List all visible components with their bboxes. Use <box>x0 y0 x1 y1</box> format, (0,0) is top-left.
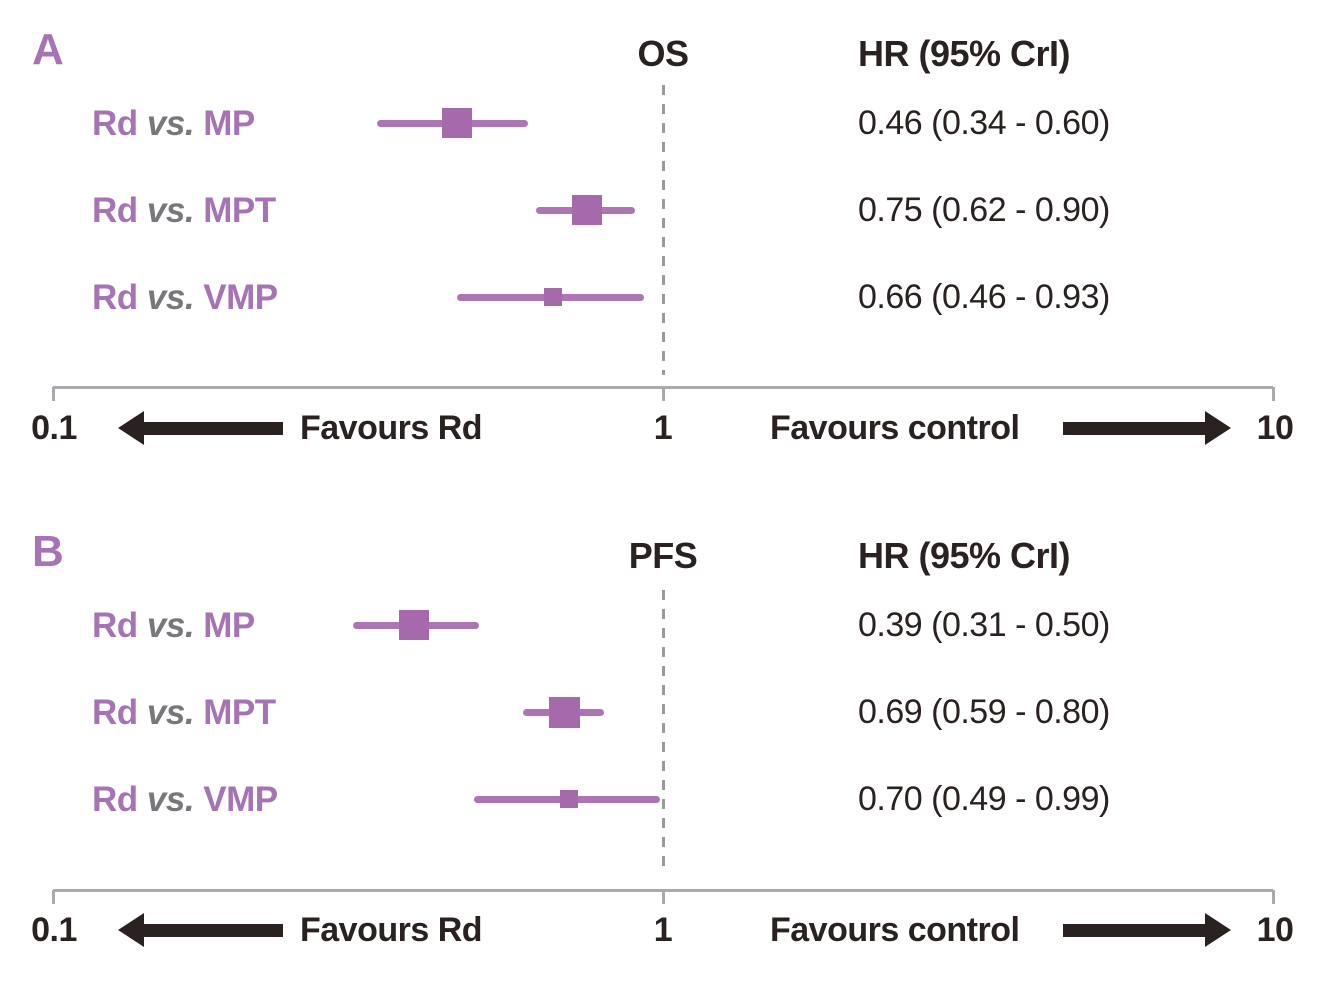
favours-rd-arrow-shaft <box>140 923 283 937</box>
row-label-vs: vs. <box>146 191 195 230</box>
x-axis-tick <box>1271 890 1275 904</box>
favours-control-arrow-head <box>1205 411 1231 445</box>
favours-rd-arrow-shaft <box>140 421 283 435</box>
row-label-comparator: MPT <box>194 693 276 732</box>
row-label-vs: vs. <box>146 780 195 819</box>
x-axis-tick <box>661 387 665 401</box>
hr-column-header: HR (95% CrI) <box>858 535 1071 576</box>
x-axis-tick-label: 0.1 <box>31 409 77 447</box>
reference-line <box>661 590 665 875</box>
favours-control-arrow-shaft <box>1063 923 1209 937</box>
x-axis-tick-label: 10 <box>1256 911 1294 949</box>
reference-line <box>661 85 665 375</box>
row-label-arm: Rd <box>92 780 147 819</box>
hr-value: 0.46 (0.34 - 0.60) <box>858 104 1110 142</box>
hr-point-marker <box>398 610 429 640</box>
row-label-arm: Rd <box>92 693 147 732</box>
hr-value: 0.75 (0.62 - 0.90) <box>858 191 1110 229</box>
row-label-comparator: MPT <box>194 191 276 230</box>
x-axis-tick-label: 1 <box>653 911 673 949</box>
x-axis-tick-label: 10 <box>1256 409 1294 447</box>
panel-letter-b: B <box>32 527 64 576</box>
panel-letter-a: A <box>32 25 64 74</box>
row-label-comparator: VMP <box>194 780 278 819</box>
row-label-comparator: MP <box>194 104 255 143</box>
row-label-vs: vs. <box>146 278 195 317</box>
row-label-arm: Rd <box>92 191 147 230</box>
x-axis-tick <box>661 890 665 904</box>
row-label-rd-vs-vmp: Rd vs. VMP <box>92 280 278 315</box>
endpoint-header-os: OS <box>637 33 689 74</box>
favours-control-label: Favours control <box>770 409 1020 447</box>
hr-column-header: HR (95% CrI) <box>858 33 1071 74</box>
x-axis-tick-label: 1 <box>653 409 673 447</box>
row-label-rd-vs-mpt: Rd vs. MPT <box>92 695 276 730</box>
row-label-arm: Rd <box>92 104 147 143</box>
hr-point-marker <box>543 288 562 306</box>
x-axis-tick <box>1271 387 1275 401</box>
hr-value: 0.39 (0.31 - 0.50) <box>858 606 1110 644</box>
row-label-rd-vs-vmp: Rd vs. VMP <box>92 782 278 817</box>
favours-rd-label: Favours Rd <box>300 409 483 447</box>
hr-value: 0.69 (0.59 - 0.80) <box>858 693 1110 731</box>
row-label-rd-vs-mp: Rd vs. MP <box>92 106 255 141</box>
row-label-arm: Rd <box>92 606 147 645</box>
x-axis-tick-label: 0.1 <box>31 911 77 949</box>
hr-point-marker <box>571 195 602 225</box>
row-label-rd-vs-mpt: Rd vs. MPT <box>92 193 276 228</box>
row-label-vs: vs. <box>146 104 195 143</box>
hr-point-marker <box>559 790 578 808</box>
x-axis-tick <box>51 890 55 904</box>
row-label-vs: vs. <box>146 693 195 732</box>
hr-value: 0.70 (0.49 - 0.99) <box>858 780 1110 818</box>
hr-point-marker <box>549 696 581 728</box>
hr-point-marker <box>442 108 473 138</box>
favours-rd-arrow-head <box>118 913 144 947</box>
row-label-vs: vs. <box>146 606 195 645</box>
hr-value: 0.66 (0.46 - 0.93) <box>858 278 1110 316</box>
favours-rd-label: Favours Rd <box>300 911 483 949</box>
favours-rd-arrow-head <box>118 411 144 445</box>
row-label-comparator: VMP <box>194 278 278 317</box>
row-label-comparator: MP <box>194 606 255 645</box>
favours-control-arrow-shaft <box>1063 421 1209 435</box>
x-axis-tick <box>51 387 55 401</box>
favours-control-arrow-head <box>1205 913 1231 947</box>
endpoint-header-pfs: PFS <box>628 535 698 576</box>
favours-control-label: Favours control <box>770 911 1020 949</box>
row-label-rd-vs-mp: Rd vs. MP <box>92 608 255 643</box>
row-label-arm: Rd <box>92 278 147 317</box>
